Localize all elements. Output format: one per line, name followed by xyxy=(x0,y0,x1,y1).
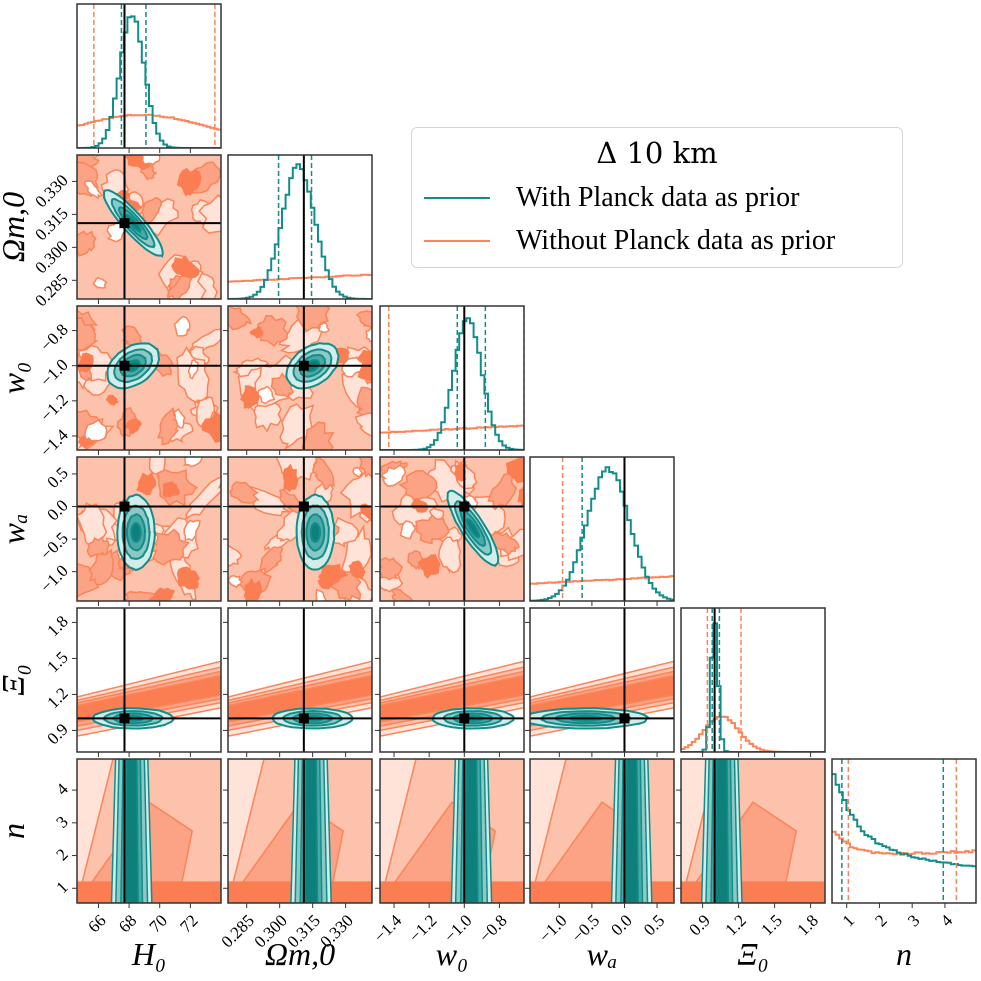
legend-title: Δ 10 km xyxy=(596,136,718,170)
x-tick-label: 3 xyxy=(904,911,923,930)
panel-frame xyxy=(379,758,525,904)
x-tick-label: 2 xyxy=(871,911,890,930)
panel-Omega_m0-vs-w_0 xyxy=(223,305,373,455)
marginal-w_a xyxy=(529,456,675,606)
teal-line-swatch xyxy=(424,197,490,199)
panel-H_0-vs-n xyxy=(72,758,222,908)
orange-line-swatch xyxy=(424,240,490,242)
panel-w_0-vs-Xi_0 xyxy=(375,607,525,757)
x-axis-label: Ξ₀ xyxy=(737,936,769,972)
y-tick-label: 0.285 xyxy=(31,270,71,310)
marginal-H_0 xyxy=(76,3,222,153)
y-tick-label: −1.4 xyxy=(37,425,73,461)
panel-w_0-vs-w_a xyxy=(375,456,525,606)
y-axis-label: n xyxy=(0,823,31,839)
panel-frame xyxy=(379,607,525,753)
y-tick-label: −0.5 xyxy=(37,528,72,563)
y-tick-label: 3 xyxy=(52,812,71,831)
panel-frame xyxy=(227,758,373,904)
y-tick-label: 2 xyxy=(52,845,71,864)
panel-H_0-vs-w_a xyxy=(72,456,222,606)
y-tick-label: 0.315 xyxy=(31,204,71,244)
y-tick-label: 4 xyxy=(52,779,72,799)
y-tick-label: 0.9 xyxy=(43,720,71,748)
x-axis-label: Ωm,0 xyxy=(265,936,335,972)
x-tick-label: −1.0 xyxy=(535,911,570,946)
panel-frame xyxy=(76,3,222,149)
panel-frame xyxy=(76,607,222,753)
panel-frame xyxy=(227,607,373,753)
y-tick-label: 1.5 xyxy=(43,648,71,676)
marginal-Omega_m0 xyxy=(227,154,373,304)
y-tick-label: 0.5 xyxy=(43,463,71,491)
y-tick-label: −1.2 xyxy=(37,390,72,425)
x-tick-label: 70 xyxy=(146,911,171,936)
panel-w_0-vs-n xyxy=(375,758,525,908)
panel-frame xyxy=(831,758,977,904)
panel-frame xyxy=(227,305,373,451)
panel-frame xyxy=(227,456,373,602)
panel-frame xyxy=(76,305,222,451)
x-tick-label: 68 xyxy=(115,911,140,936)
panel-frame xyxy=(529,758,675,904)
marginal-n xyxy=(831,758,977,908)
x-tick-label: 1.8 xyxy=(793,911,821,939)
x-tick-label: 0.285 xyxy=(218,911,258,951)
y-tick-label: 0.330 xyxy=(31,171,71,211)
x-tick-label: −0.8 xyxy=(475,911,510,946)
y-tick-label: 0.300 xyxy=(31,237,71,277)
y-tick-label: −1.0 xyxy=(37,355,72,390)
x-axis-label: wₐ xyxy=(587,936,618,972)
x-axis-label: w₀ xyxy=(436,936,468,972)
marginal-Xi_0 xyxy=(680,607,826,757)
panel-frame xyxy=(76,154,222,300)
panel-frame xyxy=(227,154,373,300)
panel-frame xyxy=(379,456,525,602)
panel-Omega_m0-vs-Xi_0 xyxy=(223,607,373,757)
panel-H_0-vs-Xi_0 xyxy=(72,607,222,757)
panel-H_0-vs-Omega_m0 xyxy=(72,154,222,304)
x-axis-label: H₀ xyxy=(131,936,166,972)
legend-item-with-planck: With Planck data as prior xyxy=(424,178,799,218)
panel-frame xyxy=(680,758,826,904)
x-tick-label: 0.5 xyxy=(640,911,668,939)
panel-frame xyxy=(379,305,525,451)
panel-frame xyxy=(529,607,675,753)
x-tick-label: 66 xyxy=(84,911,109,936)
y-tick-label: 1.8 xyxy=(43,612,71,640)
panel-Omega_m0-vs-w_a xyxy=(223,456,373,606)
x-tick-label: 1 xyxy=(839,911,858,930)
x-tick-label: −1.4 xyxy=(370,911,406,947)
y-tick-label: 0.0 xyxy=(43,496,71,524)
panel-Xi_0-vs-n xyxy=(676,758,826,908)
y-axis-label: Ωm,0 xyxy=(0,192,31,262)
panel-frame xyxy=(76,456,222,602)
panel-H_0-vs-w_0 xyxy=(72,305,222,455)
panel-Omega_m0-vs-n xyxy=(223,758,373,908)
y-tick-label: −0.8 xyxy=(37,320,72,355)
legend-item-without-planck: Without Planck data as prior xyxy=(424,221,835,261)
marginal-w_0 xyxy=(379,305,525,455)
y-tick-label: −1.0 xyxy=(37,561,72,596)
panel-frame xyxy=(76,758,222,904)
x-tick-label: 72 xyxy=(176,911,201,936)
panel-w_a-vs-Xi_0 xyxy=(525,607,675,757)
x-axis-label: n xyxy=(896,936,912,972)
y-tick-label: 1 xyxy=(52,878,71,897)
panel-frame xyxy=(680,607,826,753)
x-tick-label: 4 xyxy=(937,911,957,931)
y-axis-label: Ξ₀ xyxy=(0,664,31,696)
x-tick-label: 0.9 xyxy=(685,911,713,939)
y-axis-label: wₐ xyxy=(0,514,31,545)
y-tick-label: 1.2 xyxy=(43,684,71,712)
panel-w_a-vs-n xyxy=(525,758,675,908)
legend-label: With Planck data as prior xyxy=(516,182,800,213)
legend: Δ 10 km With Planck data as prior Withou… xyxy=(411,127,903,268)
legend-label: Without Planck data as prior xyxy=(516,225,836,256)
panel-frame xyxy=(529,456,675,602)
y-axis-label: w₀ xyxy=(0,362,31,394)
